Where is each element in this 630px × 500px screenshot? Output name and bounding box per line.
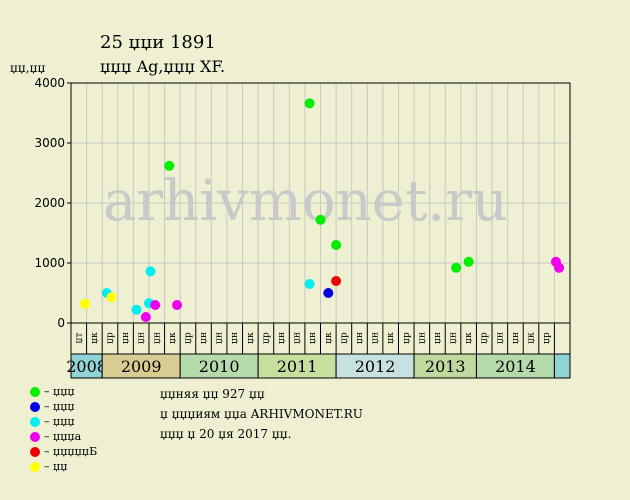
legend-marker [30,461,40,472]
data-point [172,300,183,310]
note-line: џџняя џџ 927 џџ [160,387,265,401]
x-tick-label: џн [511,332,521,344]
note-line: џ џџџиям џџа ARHIVMONET.RU [160,407,363,421]
x-tick-label: џн [433,332,443,344]
x-tick-label: џк [168,332,178,344]
data-point [131,304,142,315]
x-tick-label: џн [215,332,225,344]
year-label: 2010 [199,357,240,376]
x-tick-label: џн [293,332,303,344]
chart-subtitle: џџџ Ag,џџџ XF. [100,57,226,76]
data-point [140,312,151,322]
y-axis-unit-label: џџ,џџ [10,61,46,75]
legend-item: – џџџа [30,429,97,444]
y-tick-label: 4000 [34,76,65,90]
notes: џџняя џџ 927 џџ џ џџџиям џџа ARHIVMONET.… [160,384,363,444]
year-label: 2012 [355,357,396,376]
legend-label: – џџџџџБ [44,445,98,458]
y-tick-label: 2000 [34,196,65,210]
y-tick-label: 1000 [34,256,65,270]
x-tick-label: џт [74,333,84,344]
legend: – џџџ – џџџ – џџџ – џџџа – џџџџџБ – џџ [30,384,97,474]
legend-label: – џџџ [44,385,75,398]
data-point [554,262,565,273]
x-tick-label: џн [449,332,459,344]
data-point [451,262,462,273]
data-point [331,276,342,286]
x-tick-label: џр [105,332,115,344]
data-point [315,214,326,225]
data-point [323,288,334,298]
legend-marker [30,446,40,457]
legend-item: – џџџ [30,399,97,414]
x-tick-label: џн [308,332,318,344]
x-tick-label: џн [355,332,365,344]
x-tick-label: џк [90,332,100,344]
x-tick-label: џк [324,332,334,344]
data-point [145,266,156,277]
year-band [257,353,337,379]
x-tick-label: џн [152,332,162,344]
legend-label: – џџ [44,460,68,473]
x-tick-label: џн [277,332,287,344]
year-band [70,353,103,379]
data-point [463,256,474,267]
legend-item: – џџџ [30,384,97,399]
data-point [150,300,161,310]
watermark: arhivmonet.ru [103,169,508,234]
x-tick-label: џр [183,332,193,344]
data-point [331,240,342,250]
x-tick-label: џк [246,332,256,344]
year-label: 2009 [121,357,162,376]
x-tick-label: џк [386,332,396,344]
chart-title: 25 џџи 1891 [100,32,216,53]
x-tick-label: џн [121,332,131,344]
legend-label: – џџџ [44,400,75,413]
legend-label: – џџџ [44,415,75,428]
year-label: 2011 [277,357,318,376]
x-tick-label: џн [495,332,505,344]
data-point [304,98,315,109]
data-point [164,160,175,171]
x-tick-label: џр [480,332,490,344]
year-band [553,353,571,379]
x-tick-label: џн [199,332,209,344]
legend-marker [30,416,40,427]
legend-label: – џџџа [44,430,82,443]
legend-marker [30,431,40,442]
y-tick-label: 3000 [34,136,65,150]
data-point [106,292,117,303]
x-tick-label: џк [464,332,474,344]
data-point [80,298,91,309]
x-tick-label: џн [230,332,240,344]
year-label: 2014 [495,357,536,376]
x-tick-label: џр [402,332,412,344]
x-tick-label: џр [339,332,349,344]
x-tick-label: џн [137,332,147,344]
x-tick-label: џр [261,332,271,344]
legend-marker [30,401,40,412]
legend-item: – џџџ [30,414,97,429]
x-tick-label: џн [417,332,427,344]
legend-item: – џџ [30,459,97,474]
year-label: 2013 [425,357,466,376]
x-tick-label: џн [371,332,381,344]
year-label: 2008 [66,357,107,376]
data-point [304,279,315,289]
x-tick-label: џр [542,332,552,344]
x-tick-label: џк [527,332,537,344]
legend-marker [30,386,40,397]
note-line: џџџ џ 20 џя 2017 џџ. [160,427,292,441]
y-tick-label: 0 [57,316,65,330]
legend-item: – џџџџџБ [30,444,97,459]
